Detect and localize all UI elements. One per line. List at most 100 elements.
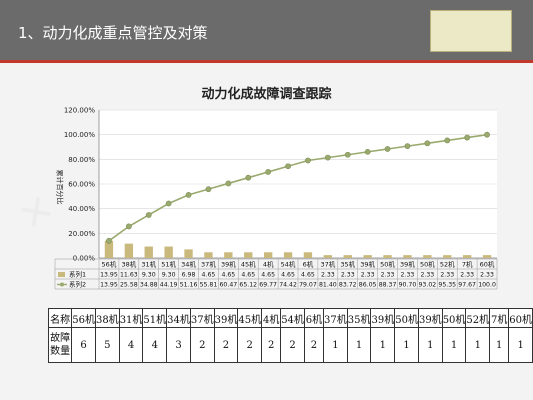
data-label: 2.33	[460, 272, 474, 279]
x-category-label: 60机	[480, 260, 495, 269]
line-point	[245, 174, 252, 181]
header-accent-line	[0, 60, 533, 63]
data-label: 9.30	[162, 272, 176, 279]
x-category-label: 34机	[181, 260, 196, 269]
table-cell: 2	[261, 327, 282, 363]
header-decoration-box	[430, 10, 512, 52]
data-label: 51.16	[180, 282, 198, 289]
table-cell: 5	[94, 327, 120, 363]
x-category-label: 54机	[281, 260, 296, 269]
x-category-label: 4机	[263, 260, 274, 269]
x-category-label: 39机	[360, 260, 375, 269]
chart-bar	[482, 255, 492, 258]
data-label: 100.0	[478, 282, 496, 289]
line-point	[185, 192, 192, 198]
table-cell: 1	[370, 327, 396, 363]
line-point	[324, 154, 331, 161]
data-label: 2.33	[440, 272, 454, 279]
chart-title: 动力化成故障调查跟踪	[201, 87, 332, 102]
chart-bar	[423, 255, 432, 258]
line-point	[285, 163, 291, 170]
series-line	[108, 133, 488, 242]
x-category-label: 35机	[340, 260, 355, 269]
x-category-label: 51机	[161, 260, 176, 269]
chart-bar	[244, 252, 253, 258]
y-tick-label: 20.00%	[68, 230, 95, 238]
table-cell: 1	[441, 327, 467, 363]
data-label: 2.33	[321, 272, 335, 279]
x-category-label: 37机	[320, 260, 335, 269]
y-tick-label: 100.00%	[64, 131, 95, 139]
table-cell: 1	[417, 327, 443, 363]
line-point	[364, 148, 371, 155]
data-label: 90.70	[399, 282, 417, 289]
table-cell: 4	[118, 327, 144, 363]
table-cell: 39机	[370, 308, 396, 328]
table-cell: 1	[346, 327, 372, 363]
table-cell: 60机	[508, 308, 533, 328]
table-cell: 50机	[441, 308, 467, 328]
chart-bar	[443, 255, 452, 258]
y-tick-label: 120.00%	[64, 107, 95, 115]
chart-bar	[323, 255, 333, 258]
table-cell: 39机	[213, 308, 239, 328]
y-tick-label: 0.00%	[73, 255, 96, 263]
table-cell: 34机	[166, 308, 191, 328]
data-label: 4.65	[241, 272, 255, 279]
x-category-label: 39机	[221, 260, 236, 269]
x-category-label: 7机	[462, 260, 473, 269]
slide-title: 1、动力化成重点管控及对策	[18, 24, 208, 42]
table-cell: 1	[465, 327, 491, 363]
data-label: 4.65	[202, 272, 216, 279]
y-tick-label: 40.00%	[68, 205, 95, 213]
data-label: 4.65	[301, 272, 315, 279]
legend-swatch	[60, 282, 64, 287]
x-category-label: 56机	[102, 260, 117, 269]
table-cell: 4机	[261, 308, 282, 328]
y-tick-label: 60.00%	[68, 181, 95, 189]
line-point	[145, 212, 152, 218]
x-category-label: 50机	[380, 260, 395, 269]
line-point	[344, 151, 351, 158]
data-label: 97.67	[458, 282, 476, 289]
x-category-label: 38机	[121, 260, 136, 269]
data-label: 55.81	[200, 282, 218, 289]
line-point	[125, 223, 132, 230]
data-label: 34.88	[140, 282, 158, 289]
chart-bar	[204, 252, 213, 258]
table-cell: 2	[213, 327, 239, 363]
line-point	[424, 140, 431, 147]
chart-bar	[263, 252, 273, 258]
table-cell: 52机	[465, 308, 491, 328]
table-cell: 54机	[280, 308, 305, 328]
chart-bar	[462, 255, 472, 258]
x-category-label: 37机	[201, 260, 216, 269]
chart-bar	[184, 249, 193, 258]
data-label: 81.40	[319, 282, 337, 289]
table-cell: 7机	[489, 308, 510, 328]
line-point	[225, 180, 232, 187]
table-cell: 2	[237, 327, 263, 363]
table-cell: 38机	[94, 308, 120, 328]
chart-bar	[343, 255, 352, 258]
data-label: 2.33	[361, 272, 375, 279]
table-cell: 3	[166, 327, 191, 363]
line-point	[484, 131, 490, 138]
chart-bar	[283, 252, 293, 258]
line-point	[384, 146, 391, 152]
table-cell: 6	[71, 327, 96, 363]
table-cell: 39机	[417, 308, 443, 328]
legend-swatch	[58, 272, 65, 277]
chart-bar	[104, 240, 114, 258]
table-cell: 1	[323, 327, 348, 363]
data-label: 2.33	[341, 272, 355, 279]
table-cell: 2	[189, 327, 215, 363]
data-label: 11.63	[120, 272, 138, 279]
y-tick-label: 80.00%	[68, 156, 95, 164]
line-point	[205, 186, 212, 193]
data-label: 88.37	[379, 282, 397, 289]
x-category-label: 6机	[303, 260, 314, 269]
table-cell: 45机	[237, 308, 263, 328]
chart-bar	[403, 255, 412, 258]
legend-series-name: 系列1	[69, 270, 86, 279]
